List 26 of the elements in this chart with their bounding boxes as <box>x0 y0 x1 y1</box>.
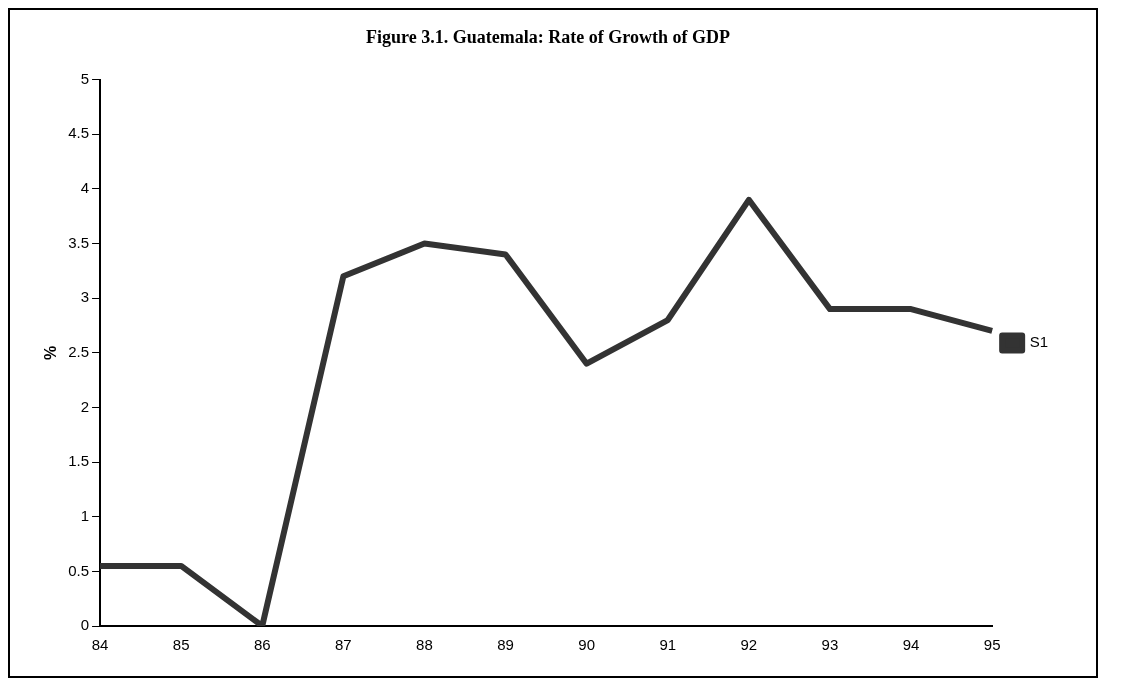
y-tick-label: 5 <box>80 69 90 87</box>
x-tick-label: 84 <box>91 636 109 654</box>
y-tick-label: 3.5 <box>68 233 90 251</box>
x-tick-label: 88 <box>416 636 433 654</box>
x-tick-label: 85 <box>172 636 190 654</box>
x-tick-label: 95 <box>983 636 1001 654</box>
x-tick-label: 94 <box>902 636 920 654</box>
y-tick-label: 4.5 <box>68 124 90 142</box>
y-tick-label: 4 <box>80 179 90 197</box>
x-tick-label: 93 <box>821 636 839 654</box>
x-tick-label: 91 <box>659 636 677 654</box>
x-tick-label: 92 <box>740 636 758 654</box>
chart-title: Figure 3.1. Guatemala: Rate of Growth of GDP <box>366 27 730 48</box>
y-tick-label: 3 <box>80 288 90 306</box>
y-tick-label: 2 <box>80 397 90 415</box>
x-tick-label: 87 <box>335 636 352 654</box>
legend-label: S1 <box>1029 333 1049 351</box>
y-axis-title: % <box>42 345 60 360</box>
y-tick-label: 2.5 <box>68 342 90 360</box>
y-tick-label: 0 <box>80 616 90 634</box>
x-tick-label: 89 <box>497 636 514 654</box>
y-tick-label: 1 <box>80 506 90 524</box>
x-tick-label: 90 <box>578 636 595 654</box>
x-tick-label: 86 <box>253 636 271 654</box>
y-tick-label: 1.5 <box>68 452 90 470</box>
y-tick-label: 0.5 <box>68 561 90 579</box>
